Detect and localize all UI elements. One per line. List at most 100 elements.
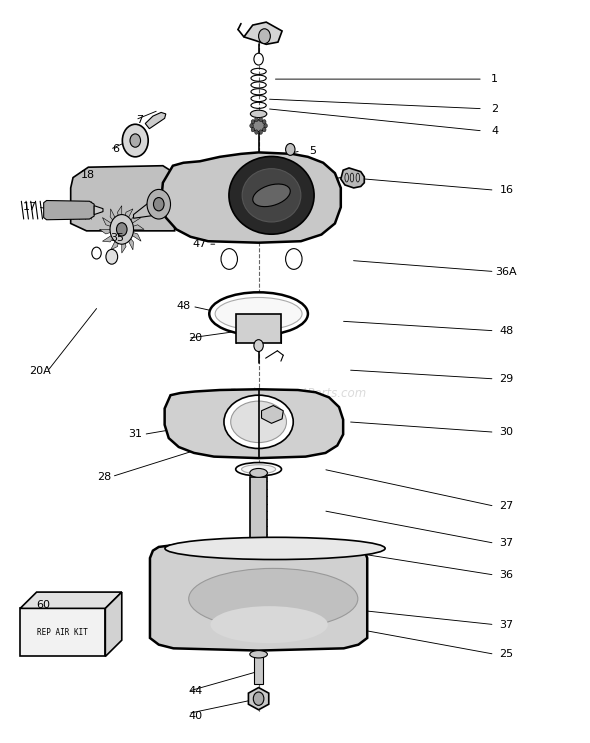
Text: 7: 7 bbox=[136, 115, 143, 125]
Circle shape bbox=[254, 53, 263, 65]
Circle shape bbox=[259, 130, 263, 134]
Text: 47: 47 bbox=[193, 239, 207, 249]
Text: 20A: 20A bbox=[29, 366, 50, 377]
Polygon shape bbox=[161, 152, 341, 243]
Circle shape bbox=[286, 249, 302, 270]
Text: 2: 2 bbox=[491, 104, 498, 114]
Text: 28: 28 bbox=[97, 472, 112, 481]
Ellipse shape bbox=[215, 297, 302, 330]
Circle shape bbox=[255, 117, 258, 122]
Text: 1: 1 bbox=[491, 74, 498, 84]
Ellipse shape bbox=[241, 465, 276, 473]
Ellipse shape bbox=[235, 463, 281, 476]
Text: 4: 4 bbox=[491, 126, 498, 136]
Circle shape bbox=[263, 128, 266, 132]
Circle shape bbox=[130, 134, 140, 147]
Text: 48: 48 bbox=[499, 325, 513, 336]
Ellipse shape bbox=[229, 157, 314, 234]
Bar bbox=[250, 476, 267, 538]
Text: 36A: 36A bbox=[496, 267, 517, 276]
Polygon shape bbox=[145, 112, 166, 129]
Ellipse shape bbox=[231, 401, 287, 443]
Text: 27: 27 bbox=[499, 502, 513, 511]
Circle shape bbox=[263, 120, 266, 124]
Text: 35: 35 bbox=[111, 233, 124, 243]
Text: 60: 60 bbox=[37, 600, 51, 610]
Text: 31: 31 bbox=[128, 429, 142, 439]
Circle shape bbox=[286, 143, 295, 155]
Text: 48: 48 bbox=[176, 302, 191, 311]
Ellipse shape bbox=[165, 537, 385, 559]
Ellipse shape bbox=[211, 606, 328, 643]
Text: 6: 6 bbox=[113, 144, 119, 155]
Polygon shape bbox=[103, 236, 113, 242]
Text: 40: 40 bbox=[188, 711, 202, 721]
Text: 18: 18 bbox=[81, 170, 96, 181]
Polygon shape bbox=[165, 389, 343, 458]
Polygon shape bbox=[341, 168, 364, 188]
Text: eReplacementParts.com: eReplacementParts.com bbox=[223, 387, 367, 400]
Ellipse shape bbox=[189, 568, 358, 629]
Ellipse shape bbox=[253, 184, 290, 207]
Polygon shape bbox=[125, 209, 133, 219]
Circle shape bbox=[258, 29, 270, 44]
Circle shape bbox=[259, 117, 263, 122]
Circle shape bbox=[147, 189, 171, 219]
Text: 44: 44 bbox=[188, 687, 202, 696]
Circle shape bbox=[251, 128, 255, 132]
Ellipse shape bbox=[250, 110, 267, 117]
Circle shape bbox=[250, 123, 253, 128]
Text: 5: 5 bbox=[309, 146, 316, 156]
Polygon shape bbox=[117, 206, 122, 218]
Polygon shape bbox=[122, 241, 126, 253]
Polygon shape bbox=[127, 238, 133, 250]
Text: 16: 16 bbox=[499, 185, 513, 195]
Ellipse shape bbox=[242, 169, 301, 222]
Text: 30: 30 bbox=[499, 427, 513, 437]
Circle shape bbox=[116, 223, 127, 236]
Circle shape bbox=[251, 120, 255, 124]
Polygon shape bbox=[106, 592, 122, 657]
Polygon shape bbox=[44, 201, 94, 220]
Ellipse shape bbox=[252, 120, 265, 132]
Text: 20: 20 bbox=[188, 333, 202, 343]
Text: 17: 17 bbox=[22, 202, 37, 212]
Circle shape bbox=[153, 198, 164, 211]
Text: 37: 37 bbox=[499, 538, 513, 548]
Circle shape bbox=[221, 249, 237, 270]
Circle shape bbox=[255, 130, 258, 134]
Ellipse shape bbox=[250, 651, 267, 658]
Polygon shape bbox=[110, 209, 116, 221]
Circle shape bbox=[253, 539, 264, 552]
Text: 29: 29 bbox=[499, 374, 513, 384]
Ellipse shape bbox=[224, 395, 293, 449]
Circle shape bbox=[264, 123, 267, 128]
Text: 37: 37 bbox=[499, 620, 513, 629]
Bar bbox=[254, 655, 263, 684]
Polygon shape bbox=[110, 240, 119, 250]
Polygon shape bbox=[248, 687, 269, 710]
Circle shape bbox=[253, 692, 264, 705]
Circle shape bbox=[110, 215, 133, 244]
Circle shape bbox=[122, 124, 148, 157]
Text: REP AIR KIT: REP AIR KIT bbox=[37, 628, 88, 637]
Polygon shape bbox=[71, 166, 175, 231]
Polygon shape bbox=[150, 543, 367, 651]
Polygon shape bbox=[132, 233, 141, 241]
Text: 25: 25 bbox=[499, 649, 513, 659]
Polygon shape bbox=[94, 206, 103, 215]
Ellipse shape bbox=[250, 469, 267, 477]
Polygon shape bbox=[130, 217, 141, 224]
Polygon shape bbox=[133, 225, 144, 230]
Circle shape bbox=[92, 247, 101, 259]
Polygon shape bbox=[244, 22, 282, 45]
Polygon shape bbox=[261, 406, 283, 424]
Bar bbox=[20, 609, 106, 657]
Bar bbox=[236, 314, 281, 343]
Polygon shape bbox=[20, 592, 122, 609]
Polygon shape bbox=[103, 218, 112, 227]
Circle shape bbox=[106, 250, 117, 265]
Polygon shape bbox=[100, 230, 110, 234]
Polygon shape bbox=[133, 194, 160, 218]
Text: 36: 36 bbox=[499, 570, 513, 580]
